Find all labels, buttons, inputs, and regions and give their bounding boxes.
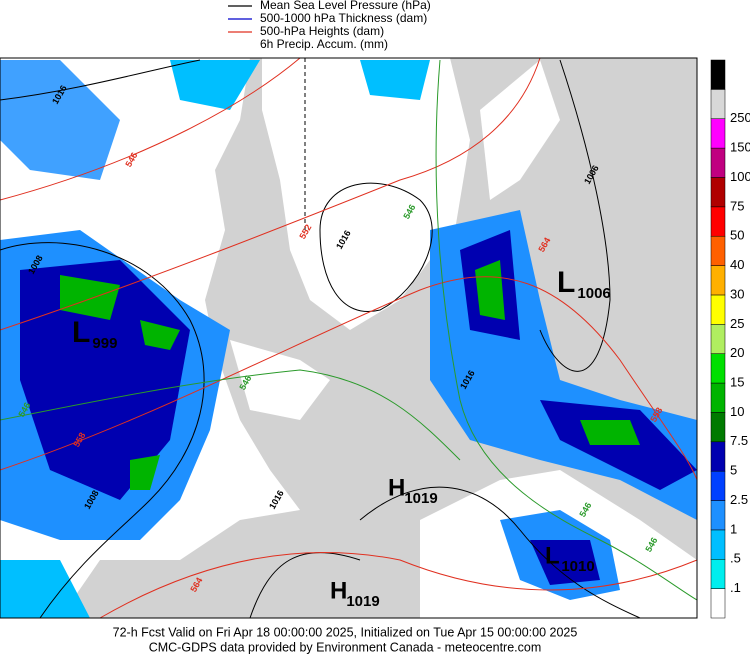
colorbar-label: 75 [730, 198, 744, 213]
colorbar-cell [710, 118, 726, 149]
colorbar-cell [710, 147, 726, 178]
colorbar-cell [710, 294, 726, 325]
colorbar-label: 100 [730, 169, 750, 184]
center-value: 1010 [561, 558, 594, 575]
colorbar-label: 7.5 [730, 433, 748, 448]
colorbar-cell [710, 353, 726, 384]
thickness-contours [0, 59, 698, 601]
height-contours [0, 57, 698, 619]
precip [60, 275, 180, 490]
center-value: 999 [92, 335, 117, 352]
colorbar-cell [710, 324, 726, 354]
precip [475, 260, 640, 445]
colorbar-label: 25 [730, 316, 744, 331]
center-value: 1019 [404, 490, 437, 507]
colorbar-cell [710, 89, 726, 119]
colorbar-cell [710, 529, 726, 560]
colorbar-label: 10 [730, 404, 744, 419]
precip [530, 540, 600, 585]
isobars [0, 59, 641, 619]
colorbar-label: 15 [730, 374, 744, 389]
center-letter: H [388, 474, 405, 501]
colorbar: .1 .5 1 2.5 5 7.5 10 15 20 25 30 40 50 75 100 150 250 [710, 59, 750, 619]
legend-label: Mean Sea Level Pressure (hPa) [260, 0, 431, 12]
colorbar-cell [710, 265, 726, 296]
center-letter: L [545, 542, 560, 569]
footer-line: CMC-GDPS data provided by Environment Ca… [149, 640, 542, 654]
colorbar-cell [710, 470, 726, 501]
colorbar-cell [710, 235, 726, 266]
precip [0, 60, 430, 618]
colorbar-cell [710, 441, 726, 472]
colorbar-label: 1 [730, 521, 737, 536]
legend-label: 500-hPa Heights (dam) [260, 24, 384, 38]
legend-label: 6h Precip. Accum. (mm) [260, 37, 388, 51]
precip [20, 260, 190, 500]
colorbar-label: .1 [730, 580, 741, 595]
colorbar-cell [710, 559, 726, 589]
colorbar-cell [710, 500, 726, 531]
legend-label: 500-1000 hPa Thickness (dam) [260, 11, 427, 25]
baltic [480, 60, 560, 200]
center-value: 1006 [577, 285, 610, 302]
center-letter: L [557, 266, 575, 299]
colorbar-label: 250 [730, 110, 750, 125]
colorbar-label: 50 [730, 228, 744, 243]
center-letter: L [72, 316, 90, 349]
colorbar-label: 150 [730, 140, 750, 155]
biscay [230, 340, 330, 420]
colorbar-cell [710, 412, 726, 443]
colorbar-label: 30 [730, 286, 744, 301]
precip [0, 60, 120, 180]
colorbar-cell [710, 588, 726, 619]
center-value: 1019 [346, 593, 379, 610]
colorbar-label: 5 [730, 463, 737, 478]
map-frame [0, 57, 698, 619]
legend: Mean Sea Level Pressure (hPa)500-1000 hP… [228, 0, 431, 51]
colorbar-label: .5 [730, 551, 741, 566]
colorbar-label: 40 [730, 257, 744, 272]
colorbar-cell [710, 59, 726, 90]
precip [460, 230, 697, 490]
colorbar-cell [710, 177, 726, 208]
colorbar-label: 20 [730, 345, 744, 360]
colorbar-cell [710, 206, 726, 237]
footer: 72-h Fcst Valid on Fri Apr 18 00:00:00 2… [113, 625, 578, 654]
colorbar-label: 2.5 [730, 492, 748, 507]
footer-line: 72-h Fcst Valid on Fri Apr 18 00:00:00 2… [113, 625, 578, 639]
center-letter: H [330, 577, 347, 604]
colorbar-cell [710, 382, 726, 413]
